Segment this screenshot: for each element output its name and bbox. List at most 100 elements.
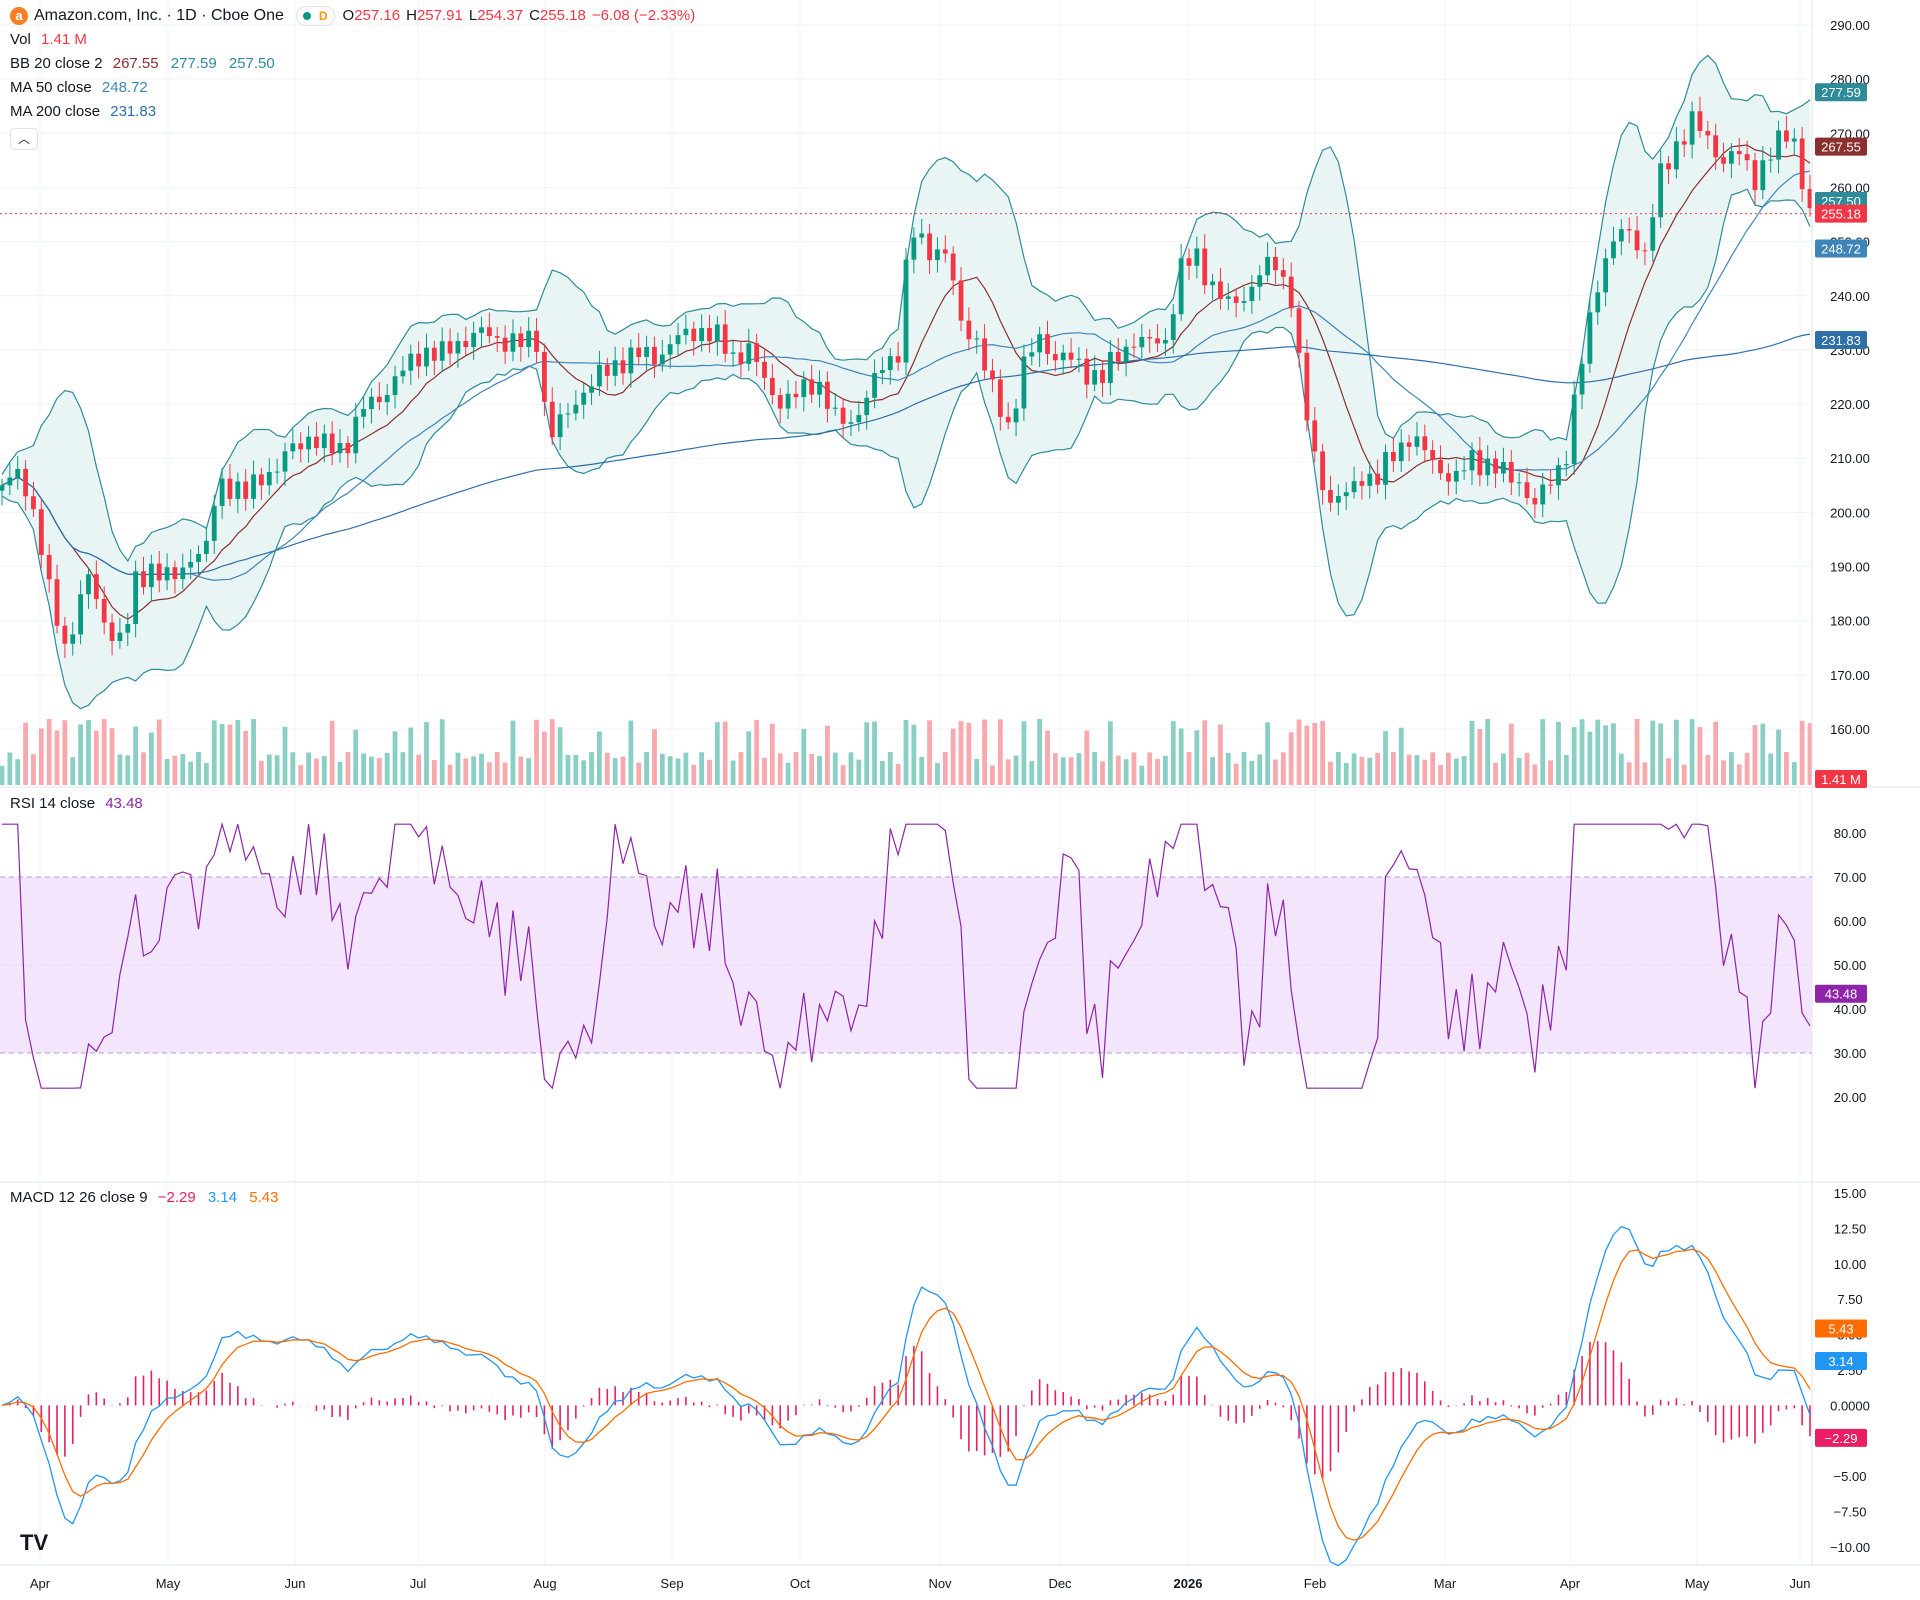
- ohlc-value: 257.16: [354, 7, 401, 24]
- volume-bar: [659, 753, 665, 785]
- market-status[interactable]: D: [295, 6, 335, 26]
- candle-body: [990, 370, 995, 380]
- candle-body: [1060, 352, 1066, 361]
- volume-bar: [1225, 753, 1231, 785]
- candle-body: [856, 415, 862, 423]
- time-tick-label: Apr: [30, 1576, 51, 1591]
- candle-body: [518, 333, 524, 348]
- candle-body: [777, 395, 783, 409]
- volume-bar: [125, 755, 131, 785]
- volume-bar: [1681, 764, 1687, 785]
- candle-body: [1807, 189, 1813, 209]
- volume-bar: [479, 753, 484, 785]
- symbol-title[interactable]: Amazon.com, Inc. · 1D · Cboe One: [34, 7, 284, 24]
- bb-legend[interactable]: BB 20 close 2 267.55 277.59 257.50: [10, 54, 283, 74]
- volume-bar: [1721, 760, 1726, 785]
- candle-body: [1728, 151, 1734, 164]
- candle-body: [769, 377, 775, 396]
- volume-bar: [526, 758, 532, 785]
- volume-bar: [46, 719, 52, 785]
- candle-body: [259, 474, 264, 486]
- volume-bar: [534, 719, 539, 785]
- volume-bar: [1241, 752, 1247, 785]
- candle-body: [542, 351, 547, 402]
- macd-legend[interactable]: MACD 12 26 close 9 −2.29 3.14 5.43: [10, 1188, 286, 1208]
- volume-bar: [927, 720, 932, 785]
- volume-bar: [1068, 757, 1074, 785]
- volume-bar: [1194, 730, 1200, 785]
- candle-body: [714, 324, 720, 342]
- candle-body: [180, 567, 186, 580]
- volume-bar: [581, 760, 587, 785]
- candle-body: [298, 443, 304, 450]
- candle-body: [911, 237, 917, 260]
- candle-body: [817, 381, 822, 395]
- volume-bar: [361, 753, 366, 785]
- volume-bar: [793, 752, 799, 785]
- volume-bar: [1579, 719, 1585, 785]
- volume-bar: [777, 753, 783, 785]
- candle-body: [565, 413, 571, 415]
- volume-bar: [1265, 722, 1270, 785]
- volume-bar: [109, 728, 115, 785]
- volume-bar: [636, 762, 642, 785]
- volume-bar: [557, 727, 563, 785]
- candle-body: [1351, 481, 1357, 493]
- volume-bar: [1123, 759, 1129, 785]
- candle-body: [1273, 256, 1278, 271]
- volume-bar: [746, 731, 752, 785]
- volume-bar: [314, 758, 319, 785]
- volume-bar: [1218, 724, 1223, 785]
- price-badge-bg: [1815, 770, 1867, 788]
- price-badge: 1.41 M: [1821, 772, 1861, 787]
- candle-body: [1776, 130, 1781, 160]
- candle-body: [604, 364, 610, 376]
- candle-body: [1406, 442, 1412, 447]
- candle-body: [172, 567, 178, 580]
- volume-bar: [1784, 752, 1789, 785]
- volume-bar: [1390, 752, 1396, 785]
- macd-signal-value: 5.43: [249, 1189, 279, 1206]
- volume-bar: [903, 720, 909, 785]
- time-tick-label: Jun: [1790, 1576, 1811, 1591]
- volume-bar: [1210, 757, 1215, 785]
- volume-bar: [1084, 730, 1090, 785]
- vol-legend[interactable]: Vol 1.41 M: [10, 30, 95, 50]
- candle-body: [101, 598, 107, 623]
- candle-body: [23, 468, 28, 497]
- volume-bar: [1595, 719, 1601, 785]
- candle-body: [1705, 130, 1711, 136]
- candle-body: [644, 347, 649, 357]
- volume-bar: [1280, 752, 1286, 785]
- volume-bar: [754, 719, 760, 785]
- candle-body: [431, 347, 437, 361]
- candle-body: [997, 379, 1003, 417]
- volume-bar: [251, 719, 256, 785]
- volume-bar: [872, 721, 877, 785]
- volume-bar: [856, 759, 862, 785]
- volume-bar: [1296, 719, 1302, 785]
- candle-body: [935, 249, 940, 261]
- tradingview-logo[interactable]: TV: [20, 1530, 49, 1555]
- candle-body: [1241, 301, 1247, 303]
- price-tick-label: 240.00: [1830, 289, 1870, 304]
- volume-bar: [982, 719, 988, 785]
- volume-bar: [78, 724, 84, 785]
- candle-body: [549, 401, 555, 438]
- collapse-legend-button[interactable]: ︿: [10, 128, 38, 150]
- ma50-legend[interactable]: MA 50 close 248.72: [10, 78, 156, 98]
- ohlc-key: C: [529, 7, 540, 24]
- ma200-legend[interactable]: MA 200 close 231.83: [10, 102, 164, 122]
- volume-bar: [620, 756, 626, 785]
- market-open-icon: [302, 12, 311, 20]
- price-badge: 255.18: [1821, 207, 1861, 222]
- candle-body: [919, 233, 925, 238]
- volume-bar: [966, 722, 972, 785]
- candle-body: [1218, 281, 1223, 299]
- volume-bar: [1556, 721, 1561, 785]
- volume-bar: [243, 730, 249, 785]
- volume-bar: [180, 754, 186, 785]
- candle-body: [243, 481, 249, 499]
- rsi-legend[interactable]: RSI 14 close 43.48: [10, 794, 151, 814]
